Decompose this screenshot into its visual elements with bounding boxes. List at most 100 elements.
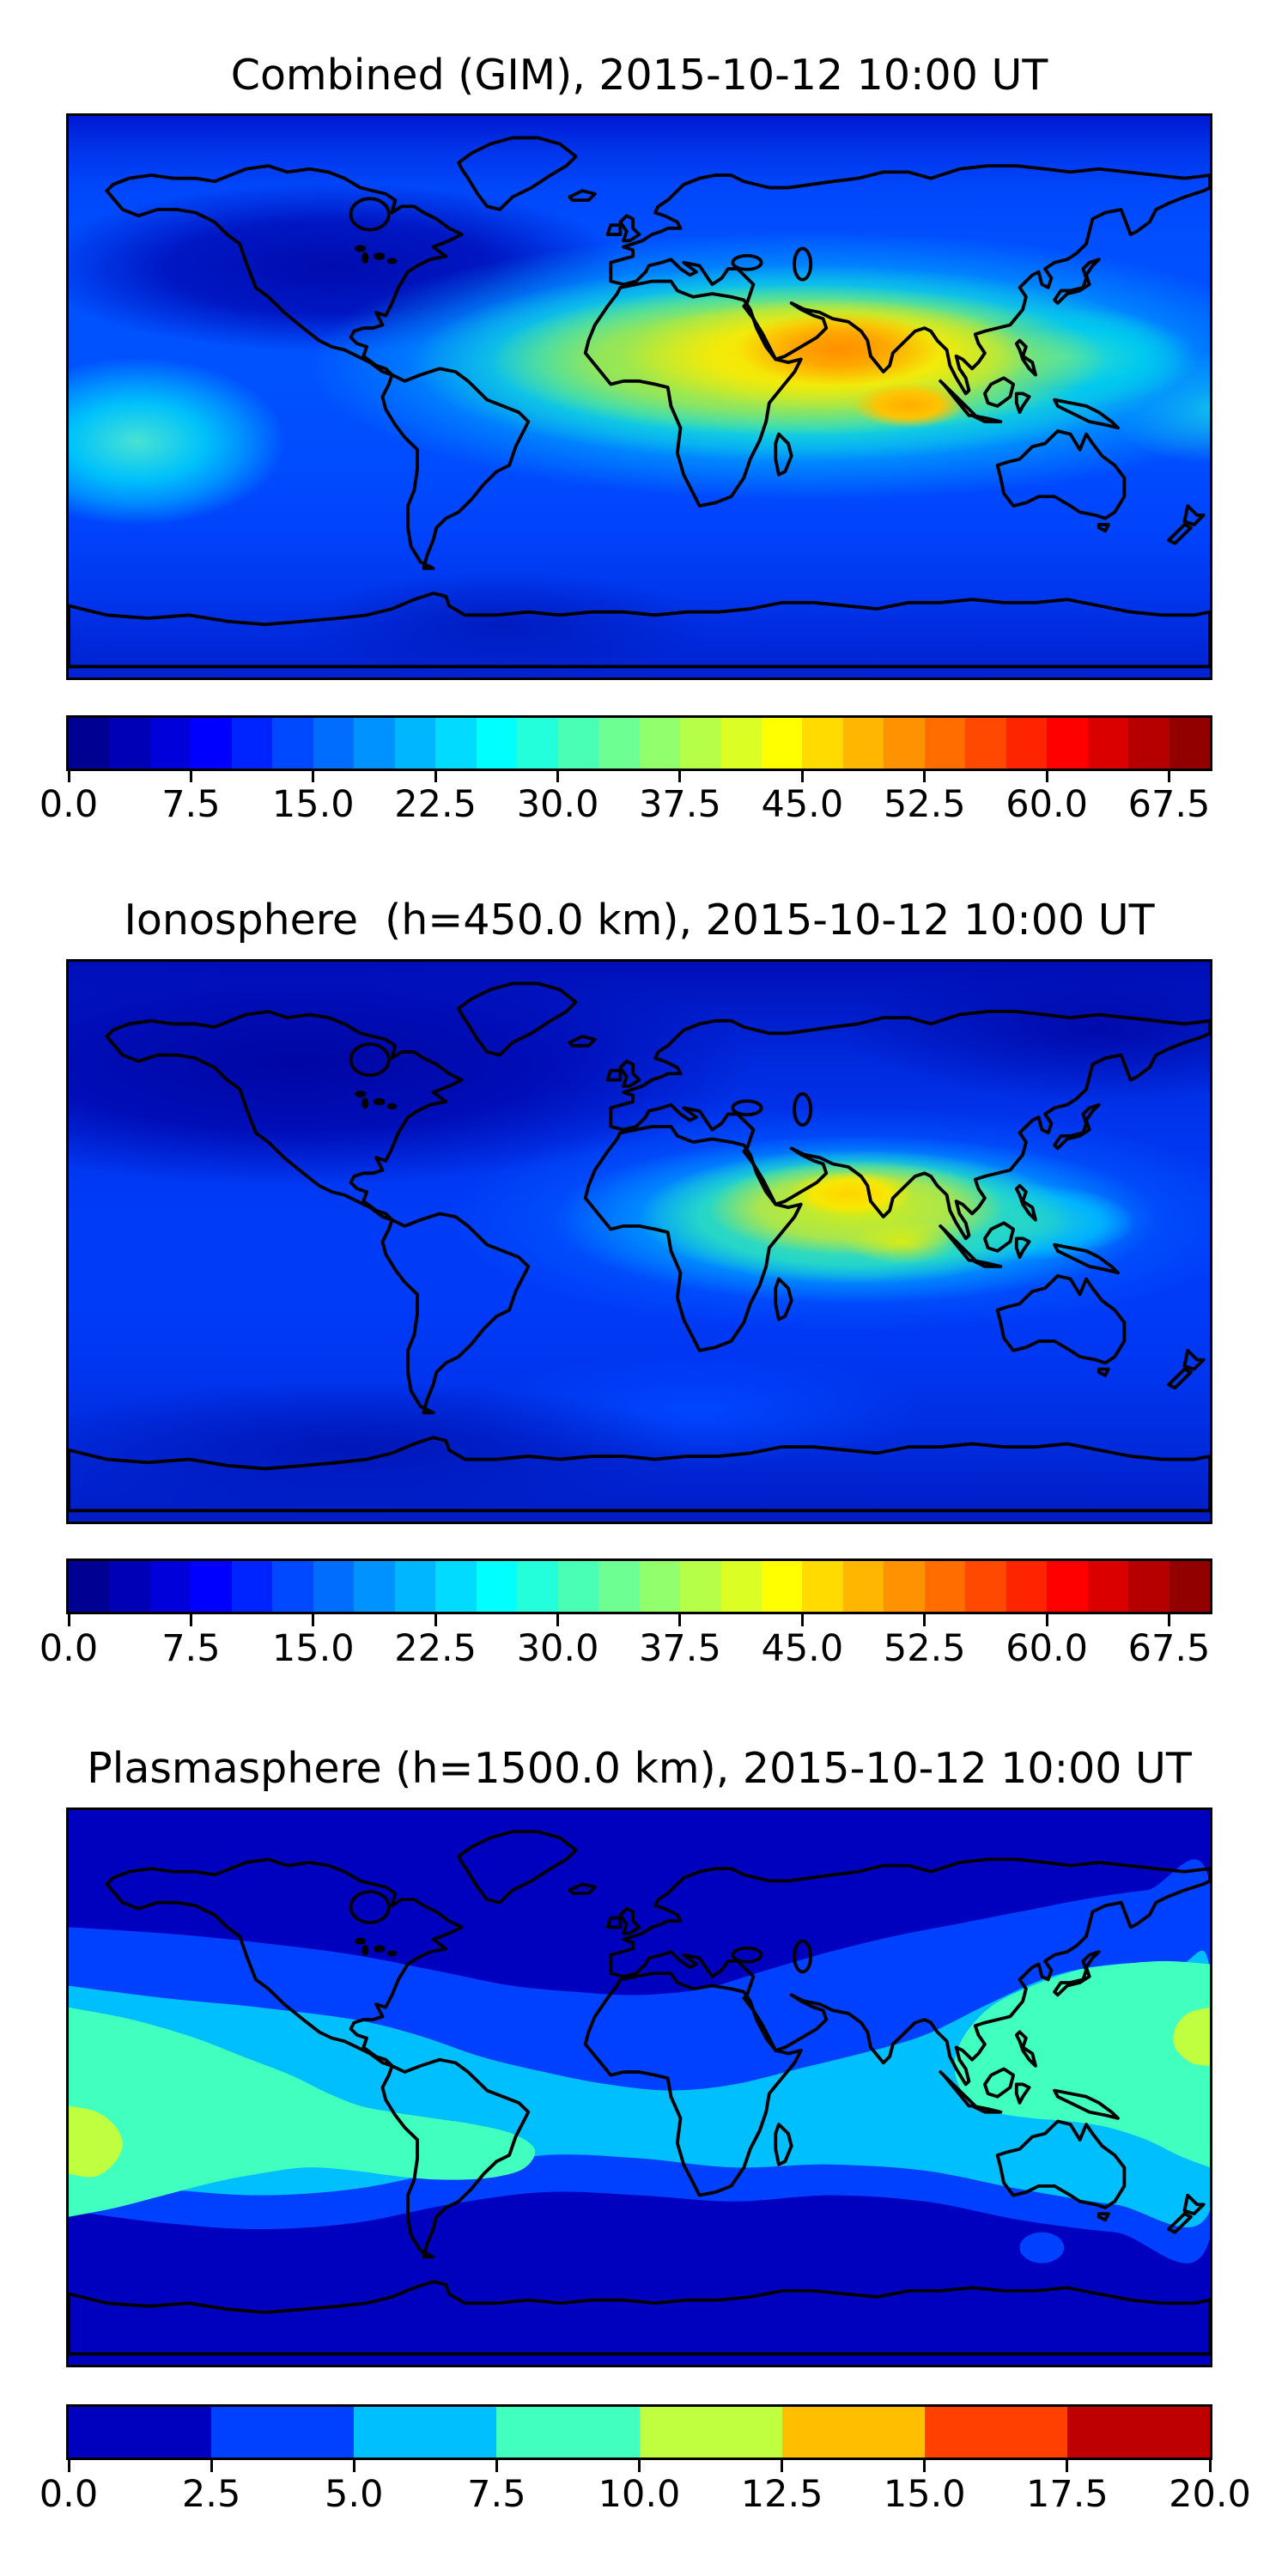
colorbar-tick [556, 1614, 560, 1626]
colorbar-tick-label: 7.5 [467, 2473, 526, 2516]
colorbar-segment [354, 2407, 497, 2458]
coastline-path [1014, 1236, 1031, 1260]
colorbar-tick-label: 15.0 [883, 2473, 966, 2516]
colorbar-tick [800, 770, 804, 782]
colorbar-tick-label: 0.0 [39, 1627, 99, 1670]
contour-band [69, 2105, 123, 2178]
colorbar-tick-label: 37.5 [639, 1627, 721, 1670]
colorbar-segment [109, 718, 150, 769]
coastline-path [982, 1221, 1016, 1253]
inland-water-outline [731, 1946, 763, 1964]
colorbar-segment [435, 718, 477, 769]
coastline-path [69, 591, 1210, 669]
inland-water-outline [374, 252, 386, 260]
panel-title-ionosphere: Ionosphere (h=450.0 km), 2015-10-12 10:0… [124, 896, 1155, 945]
colorbar-tick [312, 1614, 315, 1626]
colorbar-segment [680, 718, 721, 769]
colorbar-tick [678, 1614, 682, 1626]
colorbar-segment [149, 718, 191, 769]
coastline-path [380, 1212, 531, 1415]
colorbar-segment [191, 718, 232, 769]
coastline-path [1182, 1348, 1206, 1371]
coastlines [69, 136, 1210, 669]
colorbar-tick-label: 7.5 [161, 783, 221, 826]
colorbar-segment [1087, 718, 1129, 769]
colorbar-tick [495, 2460, 498, 2472]
coastline-path [1097, 523, 1110, 533]
colorbar-tick-label: 60.0 [1005, 1627, 1089, 1670]
colorbar-segment [354, 1561, 395, 1612]
coastline-path [609, 1857, 1210, 2087]
colorbar-segment [842, 1561, 884, 1612]
colorbar-segment [496, 2407, 640, 2458]
colorbar-segment [69, 1561, 110, 1612]
coastline-path [982, 2067, 1016, 2099]
colorbar-segment [354, 718, 395, 769]
colorbar-tick [800, 1614, 804, 1626]
colorbar-tick [189, 770, 192, 782]
colorbar-tick [1168, 1614, 1171, 1626]
colorbar-segment [191, 1561, 232, 1612]
colorbar-segment [1066, 2407, 1210, 2458]
colorbar-segment [639, 718, 681, 769]
colorbar-tick-label: 60.0 [1005, 783, 1089, 826]
colorbar-segment [924, 1561, 966, 1612]
inland-water-outline [354, 1090, 367, 1097]
colorbar-segment [69, 2407, 212, 2458]
colorbar-axis-combined: 0.0 7.5 15.0 22.5 30.0 37.5 45.0 52.5 60.0 67.5 [39, 770, 1212, 830]
colorbar-segment [1005, 1561, 1048, 1612]
coastline-path [939, 379, 977, 417]
coastline-path [1167, 523, 1193, 545]
coastline-path [1053, 258, 1101, 305]
contour-band [954, 1960, 1210, 2168]
colorbar-segment [69, 718, 110, 769]
coastline-path [1167, 2212, 1193, 2234]
coastline-path [105, 1010, 464, 1222]
coastline-path [1014, 392, 1031, 415]
colorbar-segment [476, 1561, 518, 1612]
coastline-path [1014, 2030, 1037, 2068]
colorbar-combined [66, 715, 1212, 771]
coastline-path [583, 279, 803, 508]
colorbar-segment [272, 718, 313, 769]
coastline-overlay-ionosphere [69, 981, 1210, 1513]
coastline-path [1097, 1367, 1110, 1377]
coastline-path [618, 1060, 641, 1088]
colorbar-tick [1066, 2460, 1069, 2472]
coastline-path [609, 164, 1210, 396]
inland-water-outline [386, 1950, 398, 1957]
coastline-path [457, 1830, 578, 1905]
panel-title-combined: Combined (GIM), 2015-10-12 10:00 UT [230, 51, 1048, 100]
tec-field-combined [69, 116, 1210, 677]
colorbar-tick [678, 770, 682, 782]
colorbar-segment [781, 2407, 925, 2458]
colorbar-tick [189, 1614, 192, 1626]
coastline-path [1182, 504, 1206, 526]
inland-water-outline [731, 1099, 763, 1117]
colorbar-tick-label: 0.0 [39, 2473, 99, 2516]
colorbar-segment [802, 718, 843, 769]
colorbar-tick [434, 770, 437, 782]
colorbar-segment [394, 718, 436, 769]
coastlines [69, 1830, 1210, 2356]
inland-water-outline [349, 1890, 391, 1924]
colorbar-tick-label: 67.5 [1127, 783, 1211, 826]
coastline-path [995, 429, 1127, 520]
colorbar-tick-label: 52.5 [883, 783, 966, 826]
colorbar-tick-label: 7.5 [161, 1627, 221, 1670]
colorbar-segment [313, 718, 355, 769]
colorbar-axis-plasmasphere: 0.0 2.5 5.0 7.5 10.0 12.5 15.0 17.5 20.0 [39, 2460, 1251, 2520]
colorbar-segment [517, 718, 558, 769]
colorbar-segment [802, 1561, 843, 1612]
coastline-path [618, 214, 641, 243]
coastline-path [568, 189, 597, 203]
colorbar-segment [639, 2407, 782, 2458]
colorbar-segment [231, 718, 273, 769]
colorbar-segment [1005, 718, 1048, 769]
coastline-path [605, 223, 623, 236]
inland-water-outline [354, 1937, 367, 1945]
coastline-path [605, 1068, 623, 1082]
colorbar-segment [1169, 718, 1211, 769]
coastline-path [105, 1857, 464, 2068]
